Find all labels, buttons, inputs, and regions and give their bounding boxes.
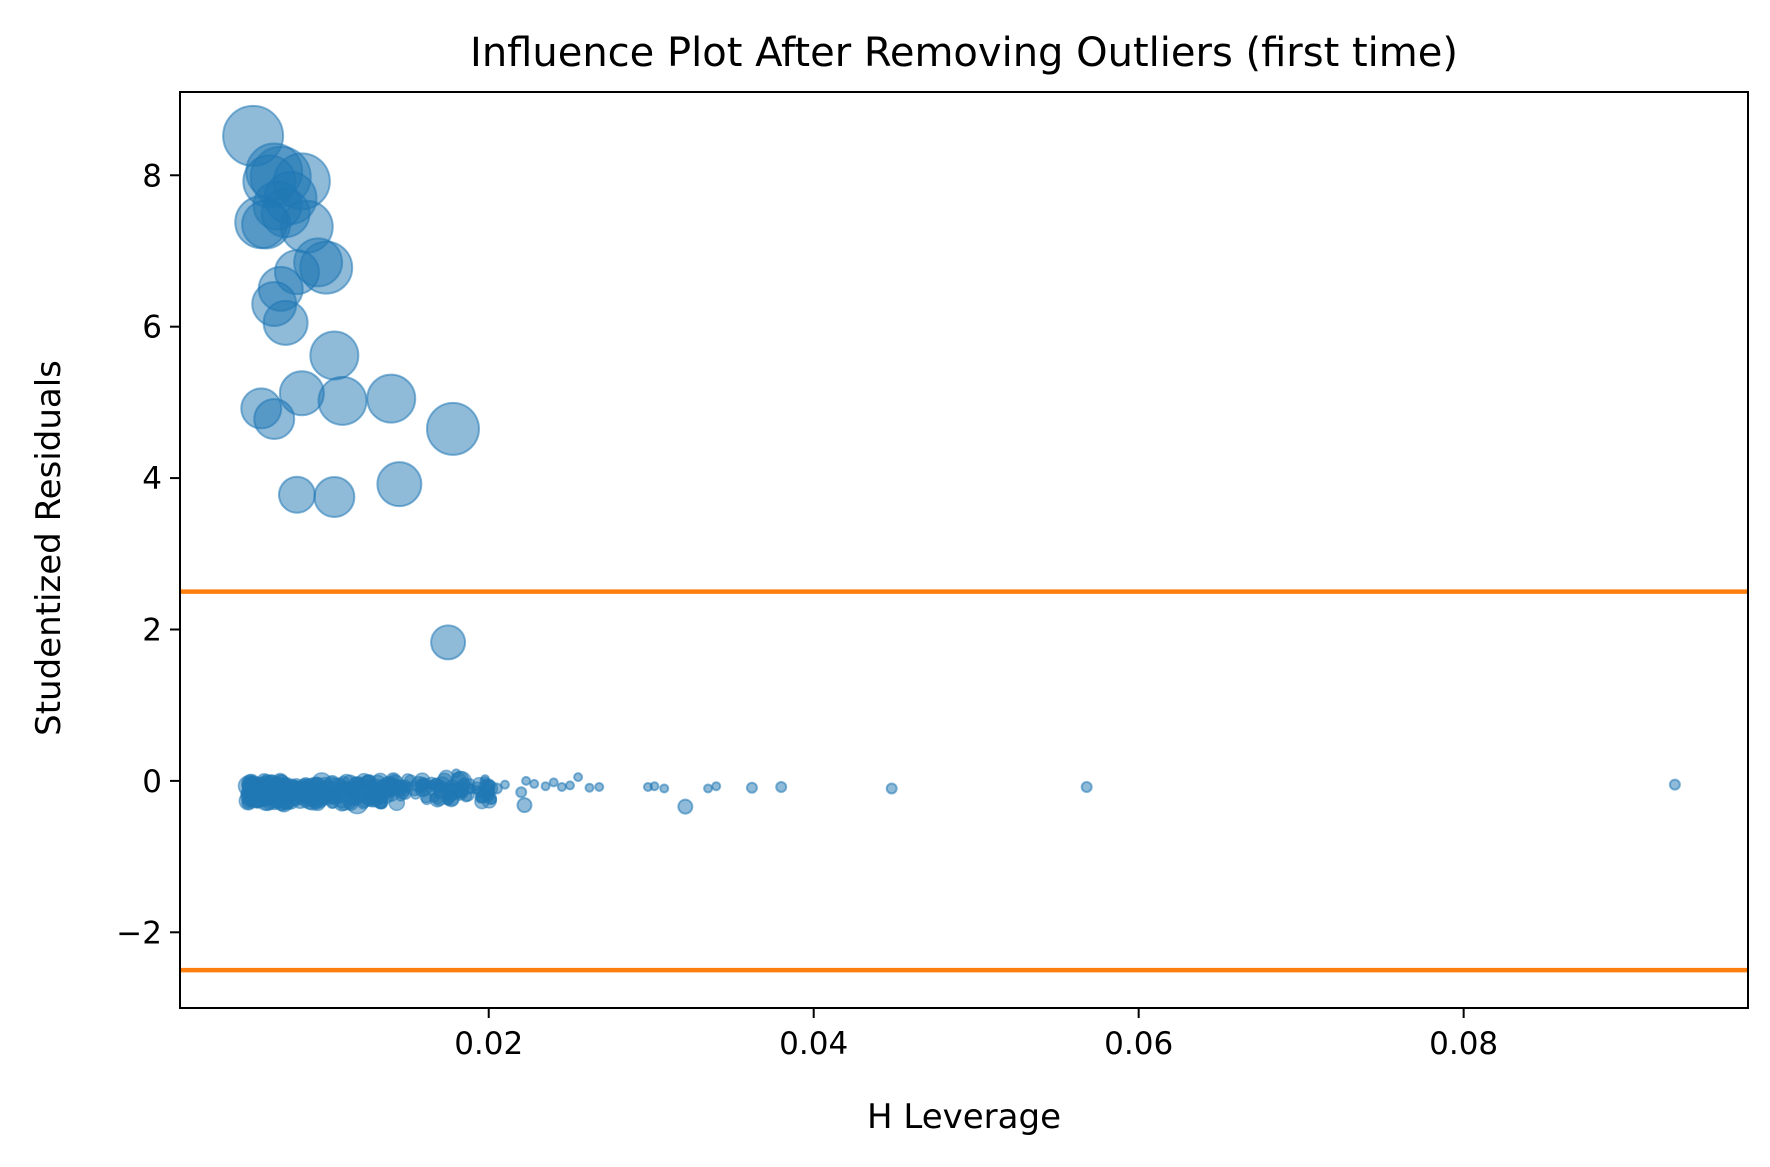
x-tick-label: 0.04 <box>779 1026 848 1062</box>
data-point <box>516 797 533 814</box>
data-point <box>313 476 356 519</box>
y-tick-label: 0 <box>142 764 162 800</box>
data-point <box>548 777 559 788</box>
data-point <box>573 772 584 783</box>
data-point <box>677 798 694 815</box>
threshold-lines <box>180 589 1748 973</box>
plot-frame <box>179 91 1749 1009</box>
x-axis-ticks: 0.02 0.04 0.06 0.08 <box>454 1008 1498 1062</box>
data-point-cluster <box>419 777 431 789</box>
x-axis-label: H Leverage <box>867 1097 1061 1137</box>
data-point <box>277 475 316 514</box>
y-tick-label: 2 <box>142 612 162 648</box>
data-point <box>499 779 510 790</box>
data-point <box>745 781 758 794</box>
data-point <box>529 778 540 789</box>
data-point-cluster <box>429 792 440 803</box>
data-point <box>376 461 423 508</box>
x-tick-label: 0.08 <box>1429 1026 1498 1062</box>
y-axis-label: Studentized Residuals <box>29 360 69 736</box>
data-point <box>515 786 528 799</box>
data-point <box>594 781 605 792</box>
data-point <box>309 330 360 381</box>
data-point-cluster <box>240 777 256 792</box>
data-point-cluster <box>334 786 347 799</box>
data-point-cluster <box>486 794 498 805</box>
data-point <box>1668 778 1681 791</box>
data-point <box>366 373 417 424</box>
data-point-cluster <box>361 774 374 787</box>
data-point-cluster <box>268 780 286 797</box>
data-point-cluster <box>270 796 284 810</box>
data-point <box>540 781 551 792</box>
x-tick-label: 0.06 <box>1104 1026 1173 1062</box>
data-point-cluster <box>306 786 323 803</box>
plot-area <box>179 91 1749 1009</box>
data-point <box>262 299 309 346</box>
data-point <box>703 783 714 794</box>
data-point <box>1080 780 1093 793</box>
data-point <box>253 398 296 441</box>
data-point <box>521 775 532 786</box>
data-point-cluster <box>444 791 460 807</box>
data-point <box>711 781 722 792</box>
data-point <box>425 401 480 456</box>
x-tick-label: 0.02 <box>454 1026 523 1062</box>
data-point-cluster <box>317 776 334 793</box>
data-point <box>659 783 670 794</box>
scatter-points <box>222 104 1681 815</box>
data-point <box>584 782 595 793</box>
y-tick-label: 4 <box>142 461 162 497</box>
data-point-cluster <box>378 787 395 804</box>
y-axis-ticks: −2 0 2 4 6 8 <box>116 158 180 951</box>
data-point <box>556 781 567 792</box>
y-tick-label: 8 <box>142 158 162 194</box>
data-point-cluster <box>252 798 263 809</box>
data-point <box>278 370 325 417</box>
plot-background <box>180 92 1748 1008</box>
data-point <box>317 375 368 426</box>
data-point-cluster <box>326 796 339 810</box>
data-point <box>430 624 467 661</box>
data-point-cluster <box>342 794 359 812</box>
data-point <box>642 781 653 792</box>
data-point-cluster <box>474 785 488 799</box>
data-point <box>564 780 575 791</box>
y-tick-label: −2 <box>116 915 162 951</box>
y-tick-label: 6 <box>142 310 162 346</box>
data-point-cluster <box>291 780 306 794</box>
data-point-cluster <box>350 788 362 800</box>
data-point <box>775 780 788 793</box>
chart-title: Influence Plot After Removing Outliers (… <box>470 30 1458 76</box>
data-point <box>241 199 292 250</box>
data-point-cluster <box>435 781 445 792</box>
data-point-cluster <box>291 796 302 807</box>
data-point <box>885 782 898 795</box>
